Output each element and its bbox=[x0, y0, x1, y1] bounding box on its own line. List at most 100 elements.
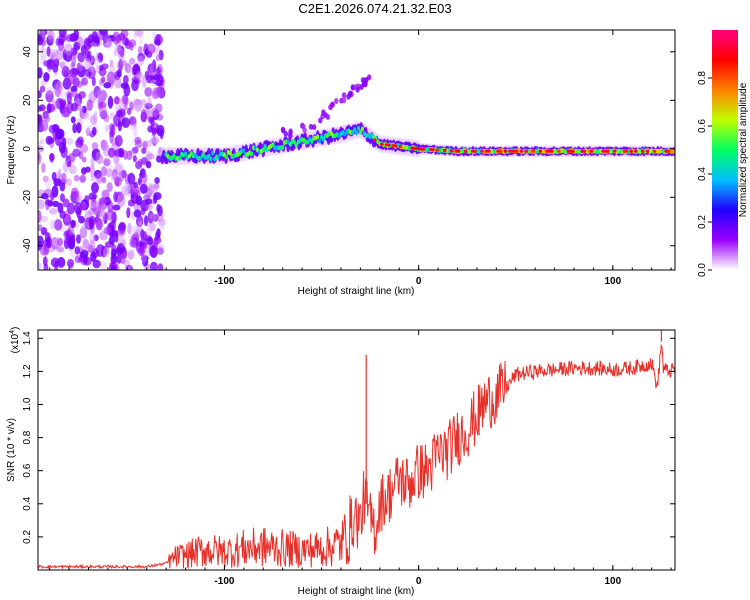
trace-peak bbox=[645, 149, 650, 153]
noise-cell bbox=[90, 156, 95, 168]
noise-cell bbox=[54, 48, 64, 60]
noise-cell bbox=[41, 162, 46, 173]
noise-cell bbox=[139, 245, 146, 257]
branch-cell bbox=[341, 92, 347, 99]
noise-cell bbox=[49, 152, 54, 163]
noise-cell bbox=[38, 210, 42, 223]
noise-cell bbox=[144, 139, 153, 148]
snr-line-layer bbox=[38, 330, 675, 570]
spectrogram-xtick-label: -100 bbox=[214, 276, 234, 287]
noise-cell bbox=[38, 105, 43, 112]
noise-cell bbox=[135, 70, 143, 82]
trace-core bbox=[183, 151, 188, 157]
noise-cell bbox=[114, 76, 122, 89]
noise-cell bbox=[74, 80, 84, 88]
snr-scale-label: (x104) bbox=[9, 327, 21, 354]
noise-cell bbox=[133, 63, 139, 73]
noise-cell bbox=[116, 243, 125, 254]
noise-cell bbox=[92, 259, 101, 269]
noise-cell bbox=[146, 236, 154, 246]
noise-cell bbox=[47, 137, 55, 144]
noise-cell bbox=[138, 35, 144, 45]
trace-peak bbox=[612, 149, 617, 153]
snr-series-line bbox=[38, 344, 675, 570]
noise-cell bbox=[153, 183, 160, 190]
noise-cell bbox=[104, 124, 110, 133]
noise-cell bbox=[77, 52, 85, 63]
noise-cell bbox=[68, 165, 77, 175]
noise-cell bbox=[83, 113, 91, 121]
branch-cell bbox=[288, 130, 293, 137]
noise-cell bbox=[100, 202, 107, 216]
snr-ylabel: SNR (10 * v/v) bbox=[6, 418, 17, 482]
branch-cell bbox=[366, 74, 372, 81]
noise-cell bbox=[156, 228, 161, 239]
trace-core bbox=[310, 138, 314, 144]
colorbar-tick-label: 0.2 bbox=[697, 215, 708, 229]
noise-cell bbox=[155, 79, 164, 87]
noise-cell bbox=[134, 140, 143, 149]
trace-core bbox=[199, 155, 203, 161]
noise-cell bbox=[135, 195, 143, 206]
noise-cell bbox=[53, 58, 60, 68]
trace-peak bbox=[524, 149, 529, 153]
trace-core bbox=[316, 134, 320, 140]
noise-cell bbox=[43, 60, 48, 67]
branch-cell bbox=[283, 131, 288, 138]
noise-cell bbox=[142, 231, 148, 241]
noise-cell bbox=[139, 99, 148, 109]
noise-cell bbox=[132, 31, 139, 40]
noise-cell bbox=[153, 38, 161, 46]
noise-cell bbox=[38, 153, 42, 165]
trace-peak bbox=[606, 149, 610, 153]
spectrogram-axes: -100 0 100 -40 -20 0 20 40 bbox=[22, 30, 675, 287]
trace-core bbox=[263, 144, 267, 150]
noise-cell bbox=[104, 241, 114, 248]
noise-cell bbox=[118, 97, 123, 110]
noise-cell bbox=[57, 202, 64, 214]
noise-cell bbox=[124, 185, 132, 197]
snr-ytick-label: 0.6 bbox=[22, 463, 33, 477]
snr-xtick-label: -100 bbox=[214, 576, 234, 587]
trace-peak bbox=[666, 149, 671, 153]
noise-cell bbox=[59, 210, 66, 219]
noise-cell bbox=[66, 258, 75, 268]
snr-ytick-label: 0.8 bbox=[22, 430, 33, 444]
trace-peak bbox=[463, 149, 468, 153]
noise-cell bbox=[84, 49, 90, 62]
trace-core bbox=[306, 139, 310, 145]
noise-cell bbox=[74, 202, 83, 215]
noise-cell bbox=[86, 64, 95, 73]
noise-cell bbox=[103, 82, 112, 89]
spectrogram-xtick-label: 100 bbox=[605, 276, 622, 287]
noise-cell bbox=[152, 74, 162, 81]
trace-peak bbox=[431, 148, 435, 152]
noise-cell bbox=[59, 193, 65, 202]
noise-cell bbox=[79, 174, 87, 183]
noise-cell bbox=[71, 68, 80, 75]
trace-core bbox=[356, 125, 361, 131]
noise-cell bbox=[146, 153, 155, 160]
noise-cell bbox=[129, 101, 134, 111]
trace-peak bbox=[629, 149, 633, 153]
noise-cell bbox=[40, 227, 48, 236]
noise-cell bbox=[70, 85, 78, 92]
spectrogram-frame bbox=[37, 29, 676, 271]
noise-cell bbox=[95, 65, 100, 74]
noise-cell bbox=[93, 35, 100, 44]
spectrogram-xlabel: Height of straight line (km) bbox=[298, 286, 415, 297]
noise-cell bbox=[38, 90, 42, 99]
noise-cell bbox=[47, 30, 54, 40]
noise-cell bbox=[63, 43, 73, 56]
trace-peak bbox=[550, 149, 554, 153]
noise-cell bbox=[64, 51, 73, 63]
branch-cell bbox=[355, 86, 360, 93]
noise-cell bbox=[53, 219, 63, 231]
snr-axes: -100 0 100 0.2 0.4 0.6 0.8 1.0 1.2 1.4 bbox=[22, 330, 675, 587]
noise-cell bbox=[132, 155, 137, 163]
noise-cell bbox=[104, 168, 113, 177]
trace-peak bbox=[589, 149, 594, 153]
noise-cell bbox=[133, 209, 142, 218]
spectrogram-ytick-label: -20 bbox=[22, 190, 33, 205]
